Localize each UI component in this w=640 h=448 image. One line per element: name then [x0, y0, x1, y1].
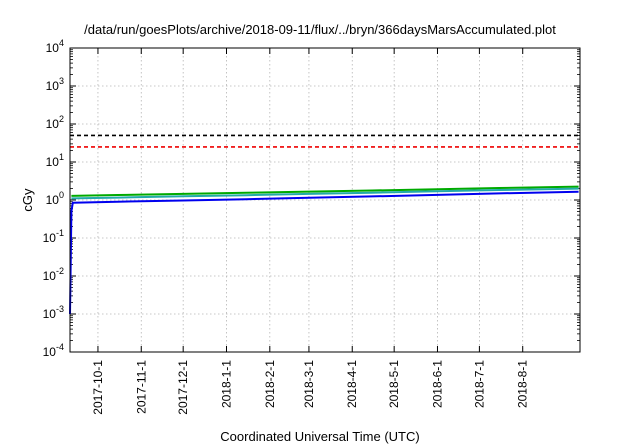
y-tick-label: 103 [46, 76, 64, 93]
y-tick-label: 10-2 [43, 266, 64, 283]
x-tick-label: 2017-11-1 [134, 360, 148, 414]
x-tick-label: 2018-2-1 [263, 360, 277, 408]
series-line-1 [71, 185, 579, 197]
x-tick-label: 2018-7-1 [472, 360, 486, 408]
x-tick-label: 2017-12-1 [176, 360, 190, 415]
plot-frame [69, 47, 581, 353]
y-tick-label: 100 [46, 190, 64, 207]
x-tick-label: 2018-3-1 [302, 360, 316, 408]
x-tick-label: 2018-8-1 [516, 360, 530, 408]
y-tick-label: 104 [46, 38, 64, 55]
y-tick-label: 10-1 [43, 228, 64, 245]
y-axis-label: cGy [20, 188, 35, 212]
chart-title: /data/run/goesPlots/archive/2018-09-11/f… [84, 22, 556, 37]
x-tick-label: 2017-10-1 [91, 360, 105, 415]
y-tick-label: 10-3 [43, 304, 64, 321]
x-tick-label: 2018-1-1 [219, 360, 233, 408]
series-line-3 [69, 190, 579, 315]
x-tick-label: 2018-6-1 [430, 360, 444, 408]
series-line-2 [71, 187, 579, 200]
x-tick-label: 2018-5-1 [387, 360, 401, 408]
y-tick-label: 101 [46, 152, 64, 169]
y-tick-label: 10-4 [43, 342, 64, 359]
x-tick-label: 2018-4-1 [345, 360, 359, 408]
y-tick-label: 102 [46, 114, 64, 131]
x-axis-label: Coordinated Universal Time (UTC) [220, 429, 420, 444]
